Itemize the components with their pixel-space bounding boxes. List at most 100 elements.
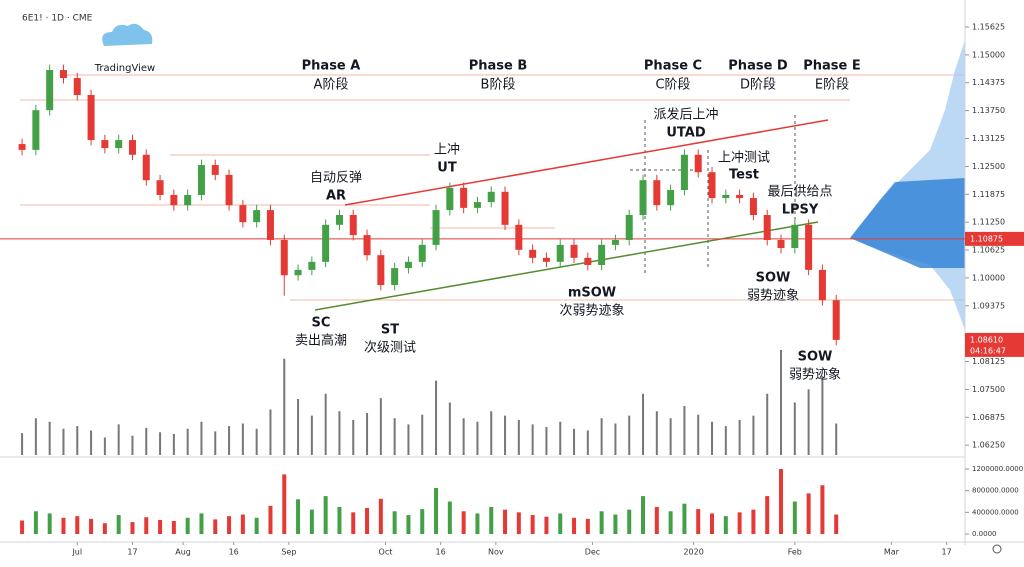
volume-bar — [627, 509, 632, 535]
volume-bar — [516, 512, 521, 535]
annotation: 次弱势迹象 — [559, 303, 624, 319]
candle-body — [570, 244, 578, 258]
y-tick-label: 1.14375 — [972, 78, 1005, 87]
candle-body — [128, 140, 136, 155]
candle-body — [818, 269, 826, 301]
price-line-box — [965, 231, 1024, 246]
tick-volume-bar — [421, 414, 424, 455]
tick-volume-bar — [34, 418, 37, 455]
volume-bar — [158, 519, 163, 535]
candle-body — [308, 261, 316, 270]
volume-bar — [227, 516, 232, 535]
tick-volume-bar — [504, 415, 507, 455]
tick-volume-bar — [214, 431, 217, 455]
annotation: B阶段 — [481, 78, 516, 93]
y-tick-label: 1.10000 — [972, 273, 1005, 282]
tick-volume-bar — [90, 430, 93, 455]
tick-volume-bar — [559, 421, 562, 455]
x-tick-label: 16 — [436, 548, 446, 557]
volume-bar — [296, 499, 301, 535]
tick-volume-bar — [517, 420, 520, 455]
annotation: 弱势迹象 — [789, 367, 841, 383]
candle-body — [736, 194, 744, 199]
tick-volume-bar — [366, 413, 369, 455]
volume-bar — [213, 519, 218, 535]
candle-body — [266, 210, 274, 240]
candle-body — [115, 140, 123, 149]
annotation: 自动反弹 — [310, 171, 362, 186]
annotation: 上冲测试 — [718, 151, 770, 166]
candle-body — [73, 78, 81, 96]
volume-bar — [544, 516, 549, 535]
levels — [20, 74, 965, 301]
volume-bar — [737, 512, 742, 535]
candle-body — [32, 110, 40, 150]
candle-body — [87, 95, 95, 141]
volume-tick-label: 0.0000 — [972, 530, 997, 538]
tick-volume-bar — [407, 424, 410, 455]
tick-volume-bar — [48, 421, 51, 455]
annotation: 上冲 — [434, 143, 460, 158]
volume-bar — [365, 508, 370, 535]
volume-bar — [392, 511, 397, 535]
x-tick-label: Jul — [71, 548, 82, 557]
volume-bar — [102, 523, 107, 535]
candle-body — [722, 194, 730, 199]
volume-bar — [447, 501, 452, 535]
volume-tick-label: 800000.0000 — [972, 487, 1019, 495]
candle-body — [418, 244, 426, 262]
tick-volume-bar — [297, 399, 300, 455]
x-tick-label: Oct — [379, 548, 393, 557]
volume-bar — [710, 513, 715, 535]
tick-volume-bar — [752, 415, 755, 455]
candle-body — [225, 174, 233, 206]
candle-body — [694, 154, 702, 173]
last-price-label: 1.08610 — [970, 335, 1003, 344]
volume-bar — [378, 498, 383, 535]
volume-bar — [240, 514, 245, 535]
candle-body — [653, 180, 661, 206]
volume-bar — [654, 506, 659, 535]
volume-bar — [337, 506, 342, 535]
trend-line-upper — [344, 119, 829, 206]
candle-body — [46, 70, 54, 111]
candle-body — [239, 205, 247, 223]
candle-body — [280, 239, 288, 276]
y-tick-label: 1.10625 — [972, 246, 1005, 255]
candle-body — [680, 154, 688, 191]
tick-volume-bar — [172, 434, 175, 455]
settings-icon[interactable] — [992, 544, 1002, 554]
candle-body — [322, 224, 330, 262]
candle-body — [363, 235, 371, 256]
phase-dividers — [630, 115, 796, 275]
candle-body — [377, 255, 385, 286]
volume-bar — [489, 506, 494, 535]
tick-volume-bar — [697, 414, 700, 455]
annotation: Test — [729, 168, 759, 183]
candle-body — [487, 191, 495, 203]
candle-body — [142, 154, 150, 181]
candle-body — [432, 210, 440, 245]
candle-body — [253, 210, 261, 223]
volume-bar — [820, 485, 825, 535]
annotation: LPSY — [782, 203, 819, 218]
candle-body — [349, 215, 357, 236]
annotation: Phase B — [469, 59, 528, 74]
annotation: A阶段 — [314, 78, 349, 93]
volume-bar — [503, 509, 508, 535]
x-tick-label: 17 — [942, 548, 952, 557]
candle-body — [791, 224, 799, 249]
volume-bar — [751, 509, 756, 535]
tick-volume-bar — [642, 393, 645, 455]
volume-bar — [185, 517, 190, 535]
tick-volume-bar — [683, 406, 686, 455]
y-tick-label: 1.06875 — [972, 413, 1005, 422]
x-tick-label: Nov — [488, 548, 504, 557]
volume-bar — [20, 520, 25, 535]
x-tick-label: Sep — [281, 548, 296, 557]
volume-bar — [282, 474, 287, 535]
tick-volume-bar — [628, 415, 631, 455]
tick-volume-bar — [600, 418, 603, 455]
candle-body — [391, 268, 399, 286]
volume-profile-value-area — [850, 178, 965, 268]
